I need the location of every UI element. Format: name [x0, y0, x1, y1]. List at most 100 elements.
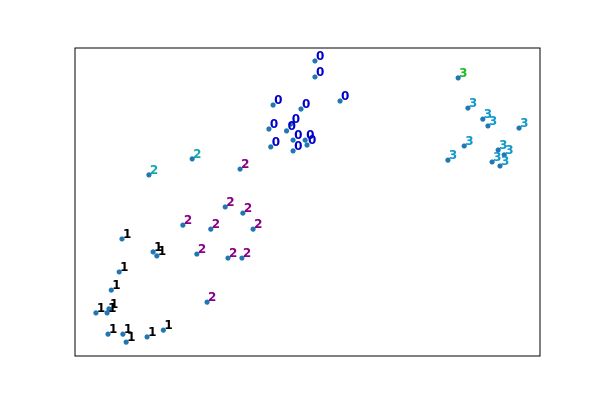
- scatter-point-23: 3: [497, 154, 509, 169]
- point-marker: [180, 222, 186, 228]
- point-label: 0: [308, 133, 316, 147]
- scatter-point-39: 1: [116, 260, 129, 275]
- point-marker: [497, 163, 503, 169]
- point-marker: [106, 306, 112, 312]
- scatter-point-41: 1: [106, 297, 118, 312]
- point-label: 2: [212, 217, 220, 231]
- point-label: 2: [244, 201, 252, 215]
- point-marker: [208, 226, 214, 232]
- scatter-point-21: 3: [501, 143, 514, 158]
- scatter-point-42: 1: [104, 301, 116, 316]
- scatter-point-27: 2: [222, 195, 235, 210]
- point-marker: [116, 269, 122, 275]
- point-label: 1: [97, 301, 105, 315]
- point-label: 0: [292, 112, 300, 126]
- scatter-point-32: 2: [194, 242, 206, 257]
- point-marker: [288, 121, 294, 127]
- point-marker: [290, 148, 296, 154]
- point-marker: [108, 287, 114, 293]
- point-label: 2: [226, 195, 234, 209]
- scatter-point-19: 3: [495, 138, 508, 153]
- point-marker: [304, 142, 310, 148]
- scatter-point-46: 1: [123, 330, 136, 345]
- point-marker: [93, 310, 99, 316]
- point-label: 0: [341, 89, 349, 103]
- scatter-point-7: 0: [283, 119, 296, 134]
- point-marker: [283, 128, 290, 134]
- point-label: 0: [316, 49, 324, 63]
- scatter-point-13: 3: [455, 66, 468, 81]
- scatter-point-30: 2: [208, 217, 220, 232]
- point-label: 2: [254, 217, 262, 231]
- point-marker: [144, 334, 150, 340]
- point-label: 0: [270, 117, 278, 131]
- scatter-point-33: 2: [225, 246, 237, 261]
- point-marker: [312, 58, 318, 64]
- point-marker: [501, 152, 507, 158]
- scatter-point-26: 2: [237, 157, 249, 172]
- point-marker: [119, 236, 125, 242]
- point-label: 2: [243, 246, 251, 260]
- scatter-point-2: 0: [337, 89, 349, 104]
- point-marker: [225, 255, 231, 261]
- point-label: 1: [108, 301, 116, 315]
- point-marker: [146, 172, 152, 178]
- point-marker: [465, 105, 471, 111]
- scatter-point-38: 1: [154, 244, 166, 259]
- point-marker: [154, 253, 160, 259]
- point-label: 3: [449, 148, 457, 162]
- point-label: 0: [272, 135, 280, 149]
- point-label: 0: [294, 139, 302, 153]
- plot-area-frame: [74, 47, 541, 357]
- point-label: 3: [469, 96, 477, 110]
- point-marker: [516, 125, 522, 131]
- point-marker: [445, 157, 451, 163]
- scatter-point-16: 3: [516, 116, 528, 131]
- point-marker: [337, 98, 343, 104]
- point-label: 1: [123, 227, 131, 241]
- scatter-point-18: 3: [461, 134, 474, 149]
- point-label: 3: [493, 150, 501, 164]
- point-label: 0: [302, 97, 310, 111]
- point-marker: [270, 102, 276, 108]
- point-label: 3: [501, 154, 509, 168]
- point-marker: [160, 327, 166, 333]
- point-label: 1: [124, 322, 132, 336]
- scatter-point-40: 1: [108, 278, 121, 293]
- point-label: 1: [148, 325, 156, 339]
- point-label: 1: [110, 297, 118, 311]
- point-label: 3: [489, 114, 497, 128]
- point-marker: [298, 106, 304, 112]
- scatter-point-44: 1: [105, 322, 117, 337]
- scatter-point-17: 3: [485, 114, 497, 129]
- scatter-point-10: 0: [304, 133, 316, 148]
- point-marker: [455, 75, 461, 81]
- point-marker: [189, 156, 195, 162]
- point-label: 3: [499, 138, 507, 152]
- scatter-point-37: 1: [150, 240, 162, 255]
- point-label: 2: [241, 157, 249, 171]
- point-marker: [240, 210, 246, 216]
- point-label: 2: [150, 163, 158, 177]
- point-marker: [123, 339, 129, 345]
- scatter-point-31: 2: [250, 217, 262, 232]
- scatter-point-36: 1: [119, 227, 131, 242]
- scatter-point-3: 0: [270, 93, 282, 108]
- scatter-point-5: 0: [288, 112, 300, 127]
- point-label: 0: [316, 65, 324, 79]
- point-label: 1: [164, 318, 172, 332]
- scatter-point-11: 0: [268, 135, 280, 150]
- scatter-point-14: 3: [465, 96, 477, 111]
- point-label: 2: [198, 242, 206, 256]
- point-marker: [204, 299, 210, 305]
- scatter-point-45: 1: [120, 322, 132, 337]
- point-marker: [150, 249, 156, 255]
- point-marker: [120, 331, 126, 337]
- point-marker: [237, 166, 243, 172]
- scatter-point-22: 3: [489, 150, 501, 165]
- point-marker: [461, 143, 467, 149]
- scatter-point-34: 2: [239, 246, 251, 261]
- point-label: 0: [288, 119, 296, 133]
- point-label: 2: [193, 147, 201, 161]
